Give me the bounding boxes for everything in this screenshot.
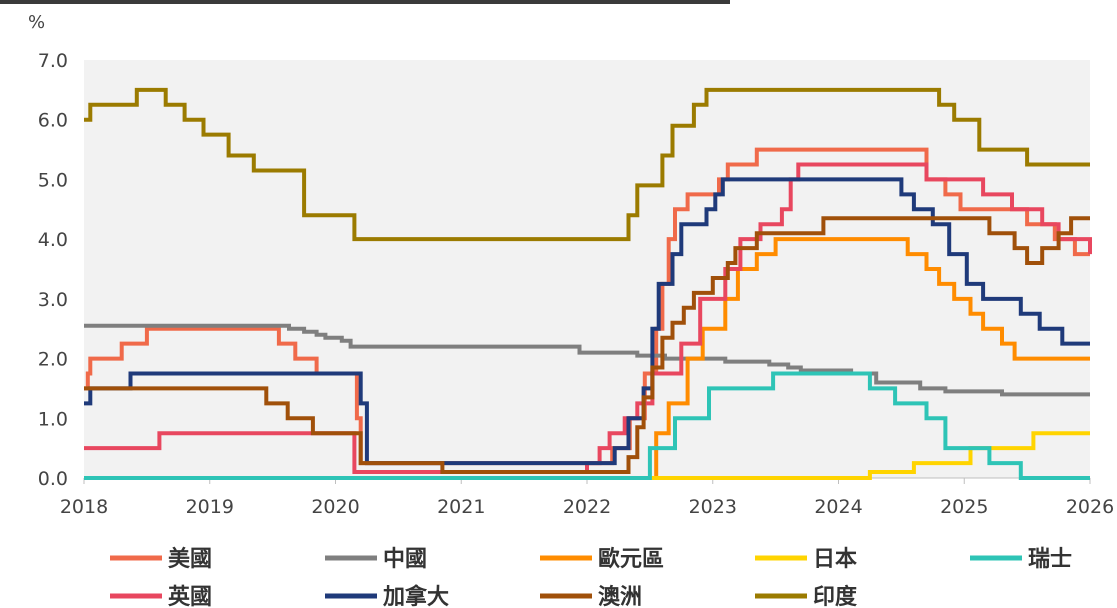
series-line-7 <box>84 216 1090 474</box>
title-fragment <box>0 0 730 4</box>
plot-area <box>84 60 1090 478</box>
x-tick-label: 2018 <box>60 496 108 518</box>
x-tick-label: 2025 <box>940 496 988 518</box>
legend-label: 美國 <box>168 546 212 572</box>
series-line-1 <box>84 323 1090 397</box>
legend-label: 歐元區 <box>598 546 664 572</box>
x-tick-label: 2022 <box>563 496 611 518</box>
series-lines <box>84 87 1092 480</box>
legend-label: 印度 <box>813 584 858 608</box>
series-line-4 <box>84 371 1090 480</box>
y-unit-label: % <box>28 12 45 33</box>
y-tick-label: 2.0 <box>38 349 68 371</box>
y-tick-label: 4.0 <box>38 229 68 251</box>
y-tick-label: 5.0 <box>38 169 68 191</box>
legend-label: 加拿大 <box>382 584 449 608</box>
y-axis-ticks: 0.0 1.0 2.0 3.0 4.0 5.0 6.0 7.0 <box>38 50 68 490</box>
y-tick-label: 3.0 <box>38 289 68 311</box>
y-tick-label: 7.0 <box>38 50 68 72</box>
series-line-2 <box>84 237 1090 480</box>
y-tick-label: 6.0 <box>38 110 68 132</box>
legend-label: 英國 <box>168 585 212 608</box>
x-tick-label: 2021 <box>437 496 485 518</box>
series-line-0 <box>84 147 1090 466</box>
legend-label: 瑞士 <box>1028 547 1072 572</box>
legend-label: 日本 <box>813 547 857 572</box>
x-tick-label: 2019 <box>186 496 234 518</box>
legend-label: 中國 <box>383 547 427 572</box>
x-tick-label: 2026 <box>1066 496 1114 518</box>
x-tick-label: 2023 <box>689 496 737 518</box>
legend-label: 澳洲 <box>598 584 642 608</box>
y-tick-label: 0.0 <box>38 468 68 490</box>
series-line-8 <box>84 87 1090 242</box>
series-line-6 <box>84 177 1090 466</box>
x-tick-label: 2020 <box>311 496 359 518</box>
y-tick-label: 1.0 <box>38 408 68 430</box>
x-tick-label: 2024 <box>814 496 862 518</box>
series-line-3 <box>84 431 1090 480</box>
x-axis-ticks: 2018 2019 2020 2021 2022 2023 2024 2025 2026 <box>60 478 1114 518</box>
